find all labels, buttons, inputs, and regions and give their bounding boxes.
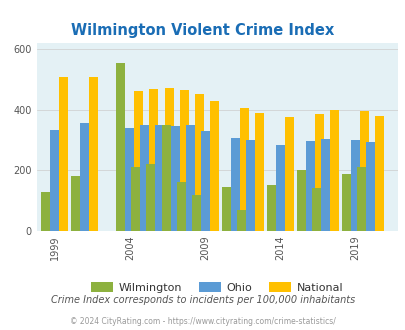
Text: Crime Index corresponds to incidents per 100,000 inhabitants: Crime Index corresponds to incidents per… (51, 295, 354, 305)
Bar (116, 63, 125, 231)
Bar (155, 125, 164, 231)
Bar (320, 139, 329, 231)
Bar (305, 141, 314, 231)
Bar (59, 78, 68, 231)
Bar (164, 88, 173, 231)
Bar (194, 94, 203, 231)
Bar (140, 125, 149, 231)
Bar (329, 110, 338, 231)
Bar (239, 109, 248, 231)
Bar (374, 116, 384, 231)
Text: Wilmington Violent Crime Index: Wilmington Violent Crime Index (71, 23, 334, 38)
Bar (179, 90, 188, 231)
Bar (311, 188, 320, 231)
Bar (365, 142, 374, 231)
Bar (200, 131, 209, 231)
Bar (125, 128, 134, 231)
Bar (209, 101, 218, 231)
Bar (146, 164, 155, 231)
Bar (89, 78, 98, 231)
Bar (230, 139, 239, 231)
Bar (131, 167, 140, 231)
Bar (341, 174, 350, 231)
Bar (170, 126, 179, 231)
Bar (41, 192, 50, 231)
Bar (221, 187, 230, 231)
Bar (191, 195, 200, 231)
Bar (266, 185, 275, 231)
Legend: Wilmington, Ohio, National: Wilmington, Ohio, National (86, 278, 347, 298)
Bar (80, 123, 89, 231)
Bar (176, 182, 185, 231)
Bar (245, 140, 254, 231)
Bar (50, 130, 59, 231)
Bar (161, 125, 170, 231)
Bar (185, 125, 194, 231)
Bar (356, 167, 365, 231)
Bar (236, 210, 245, 231)
Bar (296, 170, 305, 231)
Bar (275, 145, 284, 231)
Bar (314, 114, 323, 231)
Bar (284, 117, 293, 231)
Bar (254, 113, 263, 231)
Text: © 2024 CityRating.com - https://www.cityrating.com/crime-statistics/: © 2024 CityRating.com - https://www.city… (70, 317, 335, 326)
Bar (359, 111, 369, 231)
Bar (134, 91, 143, 231)
Bar (350, 140, 359, 231)
Bar (149, 89, 158, 231)
Bar (71, 177, 80, 231)
